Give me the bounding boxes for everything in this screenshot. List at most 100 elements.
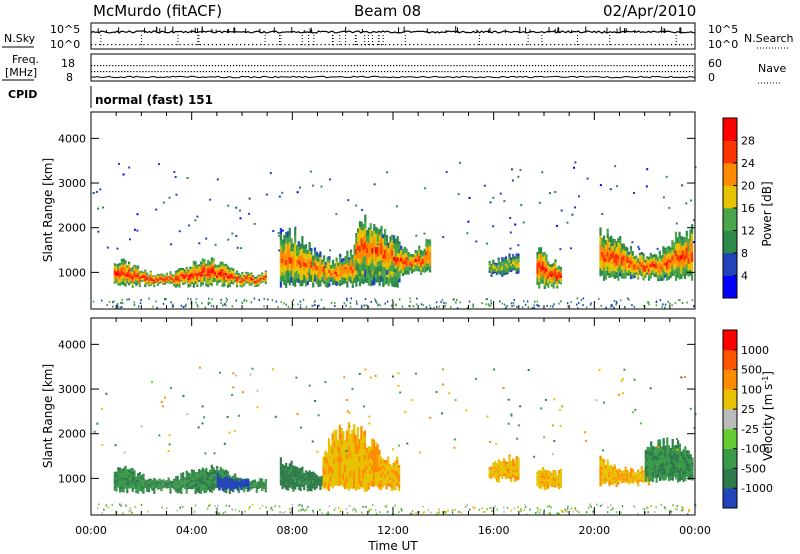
echo-cell [387, 263, 390, 269]
noise-speck [176, 509, 179, 512]
echo-cell [638, 268, 642, 271]
echo-cell [120, 275, 123, 279]
echo-cell [678, 462, 681, 467]
echo-cell [164, 484, 167, 486]
noise-speck [469, 508, 471, 511]
echo-cell [147, 485, 150, 488]
noise-speck [184, 305, 186, 308]
noise-speck [133, 301, 136, 304]
echo-cell [626, 473, 629, 476]
echo-cell [601, 247, 604, 252]
noise-speck [466, 503, 468, 506]
echo-cell [243, 481, 246, 483]
echo-cell [326, 464, 329, 471]
echo-cell [506, 271, 509, 273]
echo-cell [304, 244, 308, 249]
echo-cell [156, 480, 159, 482]
echo-cell [613, 247, 616, 251]
noise-speck [444, 304, 446, 307]
echo-cell [556, 477, 559, 479]
echo-cell [508, 454, 511, 457]
echo-cell [155, 279, 158, 281]
echo-cell [223, 470, 226, 473]
echo-cell [340, 479, 343, 486]
echo-cell [367, 258, 370, 266]
scatter-speck [599, 184, 602, 187]
echo-cell [513, 472, 516, 476]
echo-cell [212, 260, 215, 264]
echo-cell [497, 260, 500, 263]
echo-cell [515, 267, 518, 270]
echo-cell [671, 255, 674, 261]
echo-cell [552, 282, 555, 286]
noise-speck [375, 301, 378, 304]
power-colorbar-swatch [723, 140, 737, 164]
echo-cell [615, 253, 618, 260]
echo-cell [216, 265, 219, 268]
noise-speck [525, 513, 528, 516]
echo-cell [421, 269, 424, 272]
echo-cell [336, 474, 340, 481]
echo-cell [620, 252, 624, 257]
echo-cell [512, 255, 515, 258]
echo-cell [264, 489, 267, 491]
echo-cell [117, 484, 120, 488]
echo-cell [673, 452, 676, 456]
noise-speck [166, 507, 168, 510]
echo-cell [151, 481, 154, 483]
echo-cell [499, 265, 502, 268]
echo-cell [331, 280, 335, 286]
echo-cell [124, 260, 127, 264]
echo-cell [620, 261, 624, 266]
echo-cell [192, 265, 195, 270]
echo-cell [253, 486, 257, 488]
echo-cell [203, 259, 206, 263]
echo-cell [545, 483, 548, 486]
noise-speck [566, 302, 569, 305]
echo-cell [367, 475, 370, 483]
echo-cell [513, 460, 516, 464]
echo-cell [212, 488, 215, 491]
echo-cell [360, 230, 363, 239]
noise-speck [672, 504, 674, 507]
echo-cell [283, 465, 286, 469]
noise-speck [231, 508, 233, 511]
echo-cell [128, 261, 131, 265]
echo-cell [427, 260, 430, 264]
echo-cell [133, 486, 136, 489]
echo-cell [113, 281, 116, 284]
scatter-speck [569, 247, 572, 250]
echo-cell [304, 475, 308, 477]
echo-cell [545, 271, 548, 276]
echo-cell [255, 285, 258, 287]
echo-cell [355, 265, 358, 271]
echo-cell [659, 472, 662, 477]
echo-cell [247, 484, 250, 486]
echo-cell [236, 482, 239, 485]
echo-cell [418, 253, 421, 257]
echo-cell [303, 270, 306, 275]
echo-cell [673, 448, 676, 453]
echo-cell [488, 477, 491, 479]
echo-cell [196, 481, 199, 484]
echo-cell [653, 455, 656, 461]
noise-speck [596, 503, 598, 506]
echo-cell [495, 271, 498, 273]
echo-cell [137, 487, 140, 491]
scatter-speck [573, 166, 575, 169]
echo-cell [344, 280, 347, 284]
echo-cell [691, 475, 694, 479]
echo-cell [199, 486, 203, 490]
echo-cell [622, 255, 625, 262]
noise-speck [443, 301, 445, 304]
echo-cell [638, 478, 642, 481]
noise-speck [147, 510, 149, 513]
echo-cell [353, 460, 356, 471]
echo-cell [253, 281, 257, 283]
echo-cell [403, 250, 406, 254]
echo-cell [244, 282, 248, 284]
echo-cell [342, 466, 345, 474]
echo-cell [691, 473, 694, 476]
echo-cell [613, 254, 616, 259]
echo-cell [558, 479, 561, 483]
